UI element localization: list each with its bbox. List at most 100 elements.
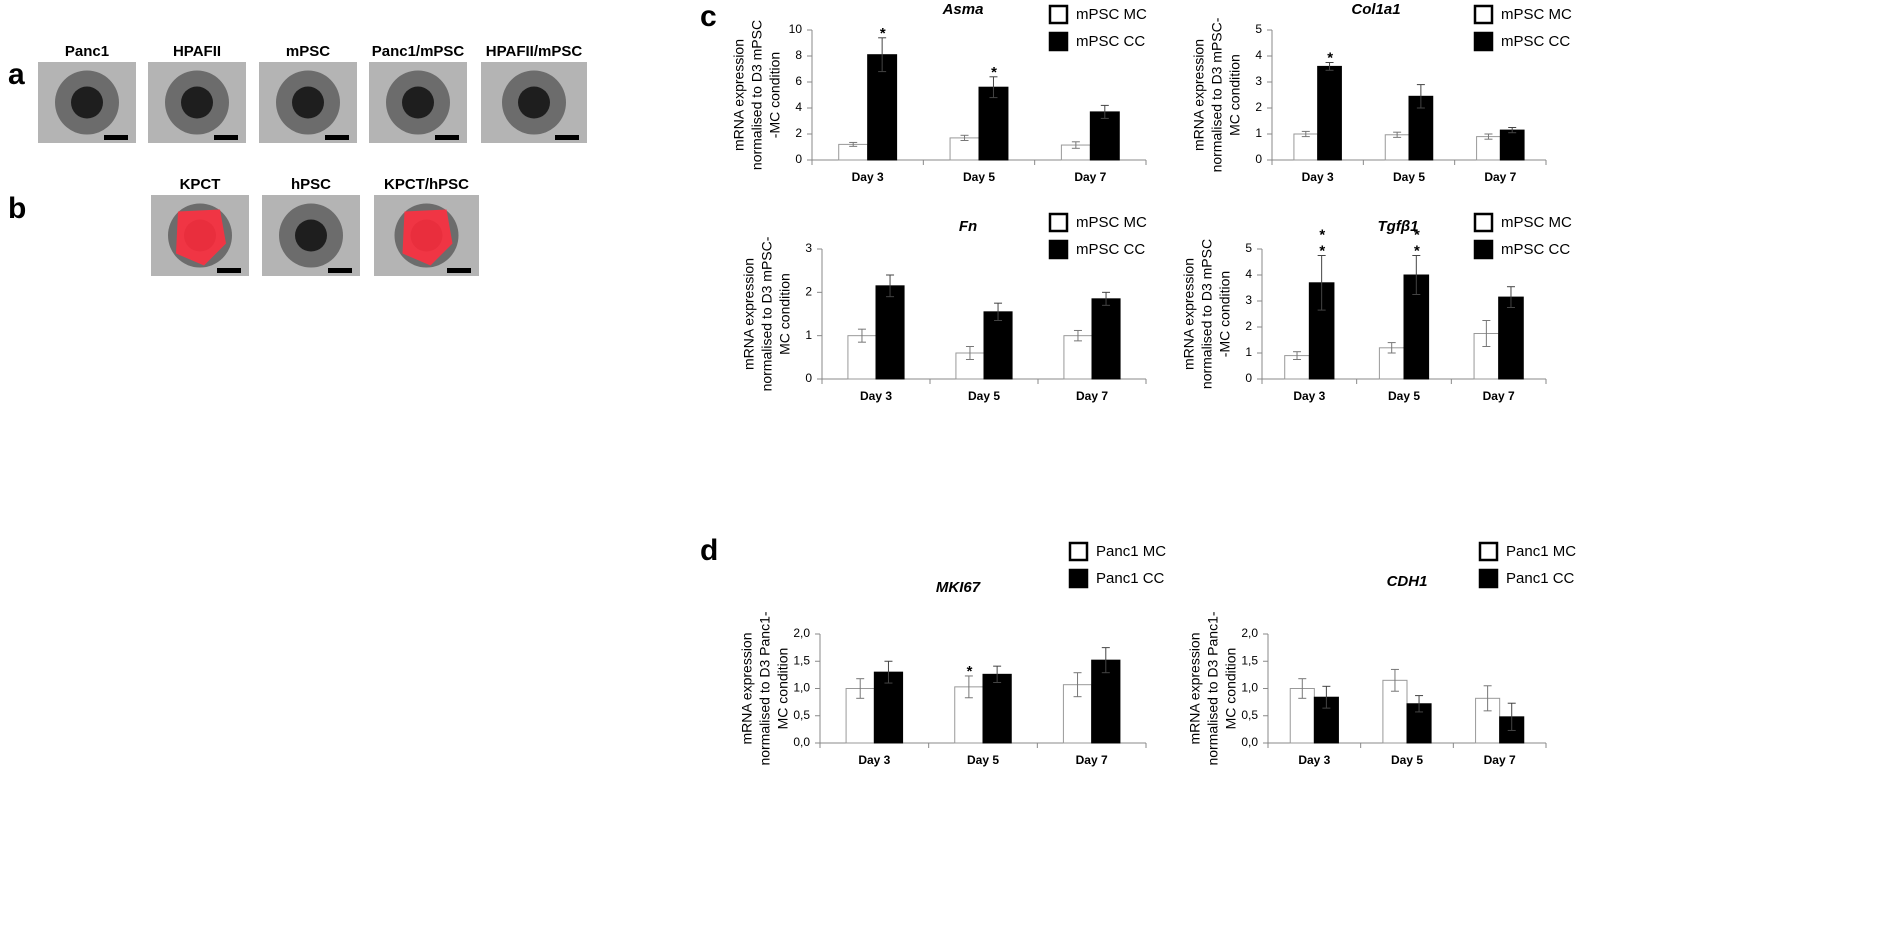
- scale-bar: [214, 135, 238, 140]
- image-label: Panc1: [65, 43, 109, 60]
- x-tick-label: Day 3: [860, 389, 892, 403]
- annotation: *: [991, 64, 998, 81]
- error-bar: [884, 660, 893, 684]
- y-axis-label: normalised to D3 mPSC: [1199, 239, 1215, 389]
- x-tick-label: Day 3: [1302, 170, 1334, 184]
- legend-label: Panc1 CC: [1096, 570, 1165, 587]
- error-bar: [964, 675, 973, 699]
- bar: [847, 335, 877, 380]
- y-tick-label: 0,0: [793, 735, 810, 749]
- chart-title: Fn: [959, 218, 977, 235]
- error-bar: [1293, 351, 1302, 360]
- legend-swatch: [1068, 568, 1089, 589]
- legend-swatch: [1473, 239, 1494, 260]
- error-bar: [1393, 131, 1402, 138]
- legend-swatch: [1048, 4, 1069, 25]
- annotation: *: [966, 663, 973, 680]
- legend-swatch: [1048, 212, 1069, 233]
- bar: [867, 54, 898, 161]
- y-tick-label: 4: [795, 100, 802, 114]
- y-tick-label: 5: [1255, 22, 1262, 36]
- error-bar: [1325, 62, 1334, 71]
- error-bar: [1483, 685, 1492, 712]
- error-bar: [1101, 647, 1110, 674]
- bar: [1293, 133, 1319, 161]
- scale-bar: [217, 268, 241, 273]
- y-tick-label: 0,5: [1241, 708, 1258, 722]
- spheroid-core: [292, 86, 324, 119]
- y-tick-label: 0: [1255, 152, 1262, 166]
- bar: [1091, 659, 1121, 744]
- legend-label: mPSC MC: [1076, 214, 1147, 231]
- scale-bar: [325, 135, 349, 140]
- spheroid-core: [402, 86, 434, 119]
- chart-title: MKI67: [936, 579, 981, 596]
- bar: [1498, 296, 1524, 380]
- error-bar: [1073, 329, 1082, 342]
- legend-swatch: [1473, 212, 1494, 233]
- x-tick-label: Day 7: [1076, 389, 1108, 403]
- legend-swatch: [1068, 541, 1089, 562]
- annotation: *: [1413, 226, 1420, 243]
- y-tick-label: 0,5: [793, 708, 810, 722]
- error-bar: [1102, 291, 1111, 306]
- fluorescence: [176, 209, 226, 266]
- spheroid-core: [295, 219, 327, 252]
- y-tick-label: 0: [1245, 371, 1252, 385]
- x-tick-label: Day 5: [968, 389, 1000, 403]
- x-tick-label: Day 3: [858, 753, 890, 767]
- bar: [1384, 134, 1410, 161]
- y-axis-label: normalised to D3 mPSC: [749, 20, 765, 170]
- y-axis-label: -MC condition: [767, 52, 783, 138]
- y-tick-label: 1,5: [793, 653, 810, 667]
- y-axis-label: mRNA expression: [1187, 632, 1203, 744]
- y-tick-label: 8: [795, 48, 802, 62]
- error-bar: [1298, 678, 1307, 699]
- bar: [875, 285, 905, 380]
- x-tick-label: Day 7: [1484, 753, 1516, 767]
- panel-label: a: [8, 58, 25, 91]
- y-tick-label: 2,0: [793, 626, 810, 640]
- bar: [873, 671, 904, 744]
- y-tick-label: 2: [1255, 100, 1262, 114]
- legend-label: Panc1 MC: [1506, 543, 1576, 560]
- y-axis-label: MC condition: [777, 273, 793, 355]
- error-bar: [878, 37, 887, 73]
- panel-label: c: [700, 0, 717, 33]
- image-label: HPAFII: [173, 43, 221, 60]
- x-tick-label: Day 7: [1483, 389, 1515, 403]
- legend-label: Panc1 CC: [1506, 570, 1575, 587]
- y-tick-label: 0,0: [1241, 735, 1258, 749]
- error-bar: [1415, 695, 1424, 713]
- y-axis-label: MC condition: [775, 648, 791, 730]
- y-tick-label: 2,0: [1241, 626, 1258, 640]
- error-bar: [989, 76, 998, 99]
- spheroid-core: [518, 86, 550, 119]
- error-bar: [857, 328, 866, 343]
- y-tick-label: 3: [1245, 293, 1252, 307]
- error-bar: [1387, 342, 1396, 354]
- y-axis-label: mRNA expression: [731, 39, 747, 151]
- bar: [1476, 136, 1501, 161]
- annotation: *: [1319, 242, 1326, 259]
- legend-label: mPSC MC: [1076, 6, 1147, 23]
- x-tick-label: Day 5: [1393, 170, 1425, 184]
- y-tick-label: 0: [805, 371, 812, 385]
- y-axis-label: normalised to D3 Panc1-: [757, 611, 773, 765]
- y-tick-label: 2: [1245, 319, 1252, 333]
- image-label: KPCT/hPSC: [384, 176, 469, 193]
- bar: [983, 311, 1013, 380]
- annotation: *: [1327, 49, 1334, 66]
- error-bar: [1317, 255, 1326, 311]
- y-tick-label: 3: [1255, 74, 1262, 88]
- error-bar: [993, 665, 1002, 684]
- bar: [978, 86, 1009, 161]
- error-bar: [994, 302, 1003, 321]
- y-axis-label: MC condition: [1223, 648, 1239, 730]
- y-axis-label: mRNA expression: [739, 632, 755, 744]
- y-tick-label: 5: [1245, 241, 1252, 255]
- legend-swatch: [1478, 568, 1499, 589]
- error-bar: [1507, 702, 1516, 731]
- image-label: Panc1/mPSC: [372, 43, 465, 60]
- error-bar: [1073, 672, 1082, 698]
